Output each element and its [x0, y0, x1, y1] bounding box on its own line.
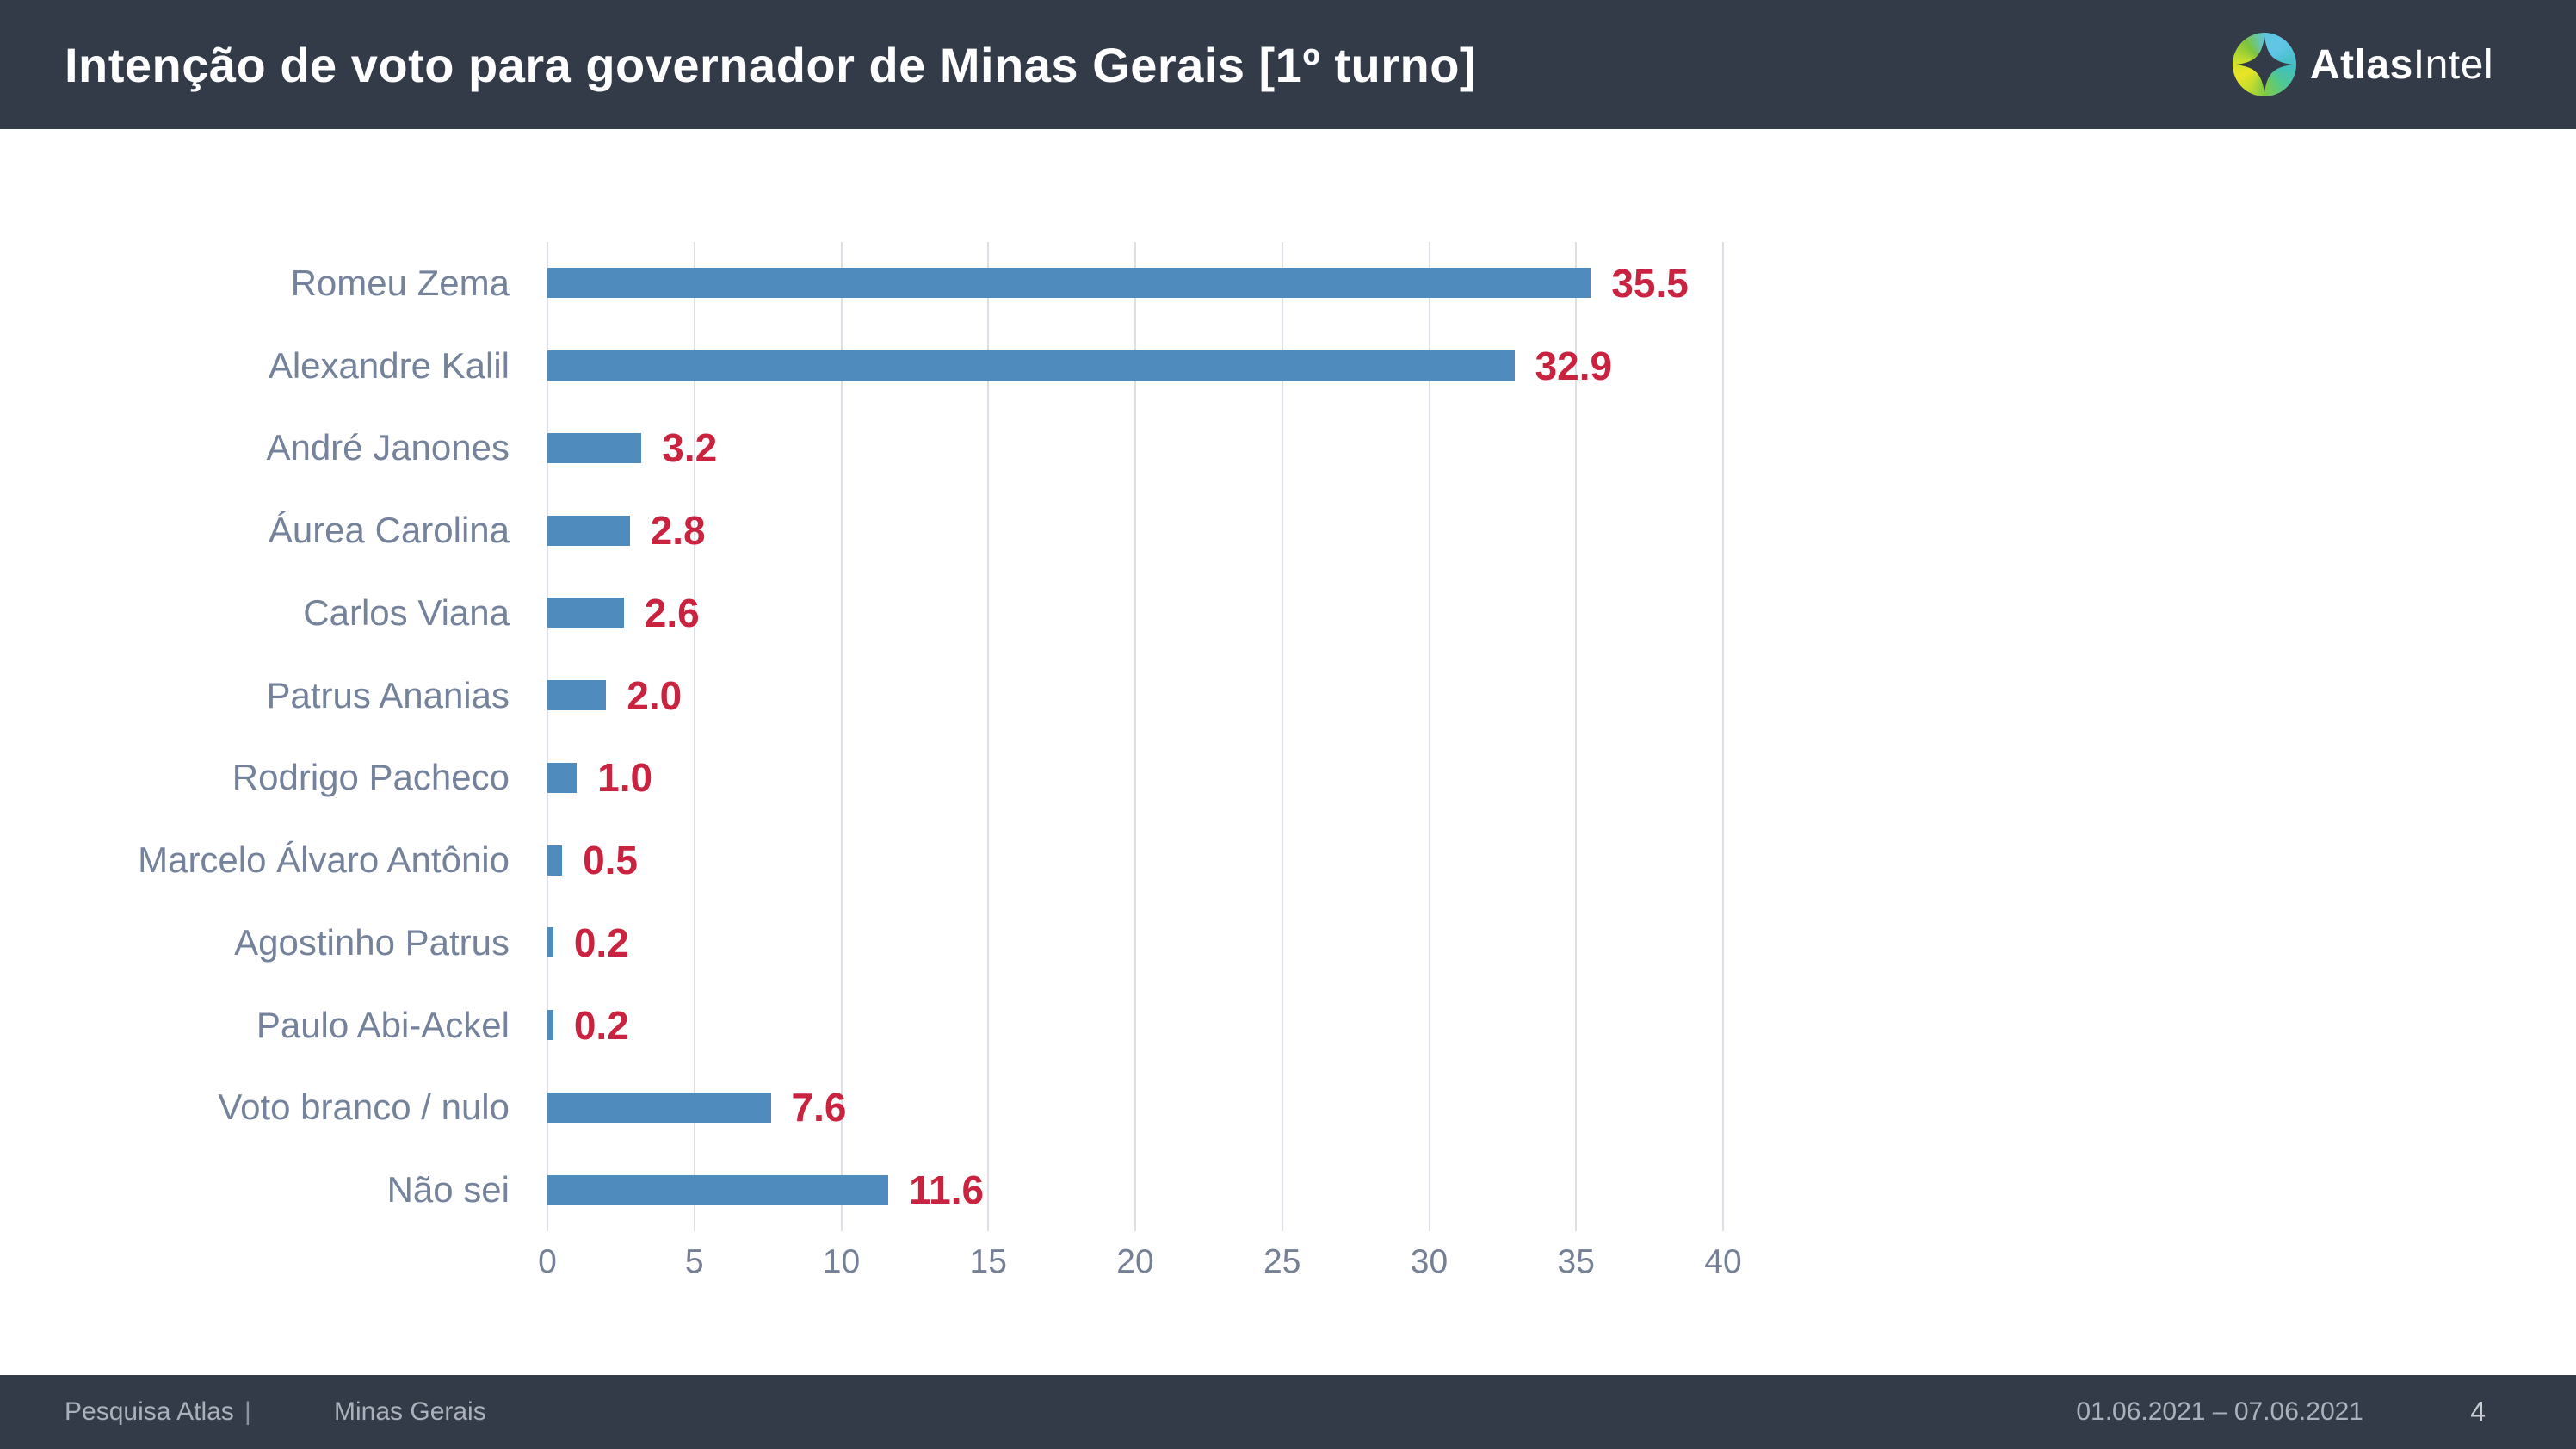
value-label: 11.6: [909, 1167, 985, 1213]
category-label: Não sei: [386, 1169, 510, 1211]
plot-area: 0 5 10 15 20 25 30 35 40 Romeu Zema 35.5 Alexandre …: [0, 129, 2576, 1375]
x-tick-label: 40: [1704, 1243, 1742, 1280]
value-label: 3.2: [662, 425, 718, 471]
bar: [547, 1092, 771, 1123]
x-tick-label: 20: [1116, 1243, 1154, 1280]
category-label: Carlos Viana: [303, 591, 510, 633]
grid-line: [1722, 242, 1724, 1231]
grid-line: [1428, 242, 1430, 1231]
x-tick-label: 15: [969, 1243, 1007, 1280]
x-tick-label: 10: [822, 1243, 861, 1280]
bar: [547, 1010, 553, 1041]
page-title: Intenção de voto para governador de Mina…: [65, 37, 1477, 92]
value-label: 0.2: [573, 920, 629, 965]
grid-line: [1134, 242, 1136, 1231]
category-label: Rodrigo Pacheco: [232, 757, 510, 798]
value-label: 0.5: [583, 838, 639, 883]
grid-line: [547, 242, 548, 1231]
footer-date-range: 01.06.2021 – 07.06.2021: [2076, 1397, 2363, 1426]
bar: [547, 515, 630, 546]
x-tick-label: 0: [538, 1243, 557, 1280]
category-label: Alexandre Kalil: [268, 344, 510, 386]
bar: [547, 680, 607, 711]
value-label: 1.0: [597, 755, 653, 801]
value-label: 2.6: [644, 590, 700, 635]
value-label: 35.5: [1611, 260, 1689, 306]
footer-bar: Pesquisa Atlas | Minas Gerais 01.06.2021…: [0, 1375, 2576, 1449]
category-label: Paulo Abi-Ackel: [256, 1004, 510, 1045]
category-label: Patrus Ananias: [266, 674, 510, 715]
value-label: 2.8: [650, 508, 706, 554]
bar: [547, 1174, 889, 1205]
footer-page-number: 4: [2470, 1396, 2486, 1427]
value-label: 7.6: [791, 1085, 847, 1130]
grid-line: [840, 242, 843, 1231]
bar: [547, 845, 563, 876]
bar: [547, 350, 1515, 381]
category-label: Marcelo Álvaro Antônio: [138, 839, 510, 881]
atlasintel-wordmark: AtlasIntel: [2310, 41, 2493, 89]
grid-line: [693, 242, 695, 1231]
logo-text-intel: Intel: [2412, 41, 2493, 88]
bar: [547, 432, 642, 463]
x-tick-label: 25: [1263, 1243, 1301, 1280]
value-label: 2.0: [627, 672, 683, 718]
category-label: Agostinho Patrus: [234, 921, 510, 963]
grid-line: [1575, 242, 1578, 1231]
atlasintel-logo: AtlasIntel: [2232, 0, 2493, 129]
value-label: 0.2: [573, 1002, 629, 1048]
value-label: 32.9: [1535, 343, 1613, 388]
footer-source: Pesquisa Atlas: [65, 1397, 234, 1426]
footer-region: Minas Gerais: [334, 1397, 486, 1426]
category-label: André Janones: [266, 427, 510, 468]
bar: [547, 598, 624, 629]
bar: [547, 762, 578, 793]
x-tick-label: 35: [1557, 1243, 1595, 1280]
atlasintel-compass-icon: [2232, 33, 2296, 96]
grid-line: [1281, 242, 1283, 1231]
x-tick-label: 5: [684, 1243, 704, 1280]
category-label: Voto branco / nulo: [218, 1087, 510, 1128]
category-label: Romeu Zema: [290, 262, 510, 303]
grid-line: [987, 242, 990, 1231]
category-label: Áurea Carolina: [268, 510, 510, 551]
header-bar: Intenção de voto para governador de Mina…: [0, 0, 2576, 129]
x-tick-label: 30: [1410, 1243, 1449, 1280]
footer-separator: |: [244, 1397, 251, 1426]
logo-text-atlas: Atlas: [2309, 41, 2413, 88]
bar: [547, 927, 553, 958]
bar: [547, 268, 1591, 299]
